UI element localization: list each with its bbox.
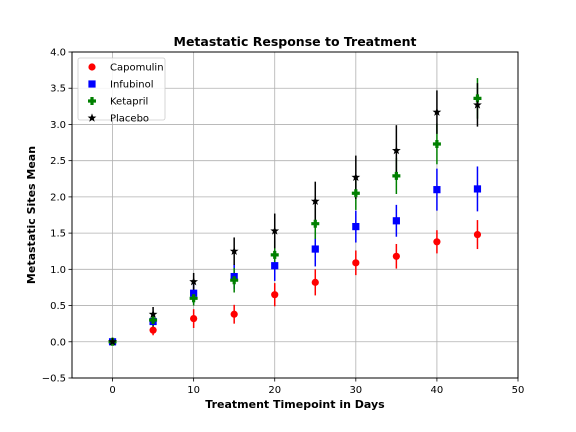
- capomulin-point: [149, 326, 157, 334]
- capomulin-point: [271, 291, 279, 299]
- infubinol-point: [433, 186, 441, 194]
- placebo-point: [148, 309, 158, 318]
- capomulin-point: [473, 230, 482, 239]
- y-tick-label: 1.5: [50, 229, 66, 240]
- y-tick-label: 3.0: [50, 120, 66, 131]
- grid: [72, 51, 519, 379]
- ketapril-point: [189, 294, 198, 303]
- x-tick-label: 30: [349, 385, 362, 396]
- placebo-point: [189, 277, 199, 286]
- x-tick-label: 10: [187, 385, 200, 396]
- ketapril-point: [392, 171, 401, 180]
- placebo-point: [473, 100, 482, 109]
- plot-frame: [71, 51, 519, 379]
- capomulin-point: [190, 314, 198, 323]
- legend-label-placebo: Placebo: [110, 114, 149, 125]
- infubinol-point: [352, 222, 360, 231]
- y-tick-label: 4.0: [50, 48, 66, 59]
- capomulin-point: [433, 238, 441, 246]
- ketapril-point: [351, 189, 360, 198]
- axis-ticks: 0 10 20 30 40 50 −0.5 0.0 0.5 1.0 1.5 2.0 2.5 3.0 3.5 4…: [42, 48, 525, 397]
- legend-label-infubinol: Infubinol: [110, 80, 154, 91]
- placebo-point: [229, 246, 239, 255]
- legend-label-ketapril: Ketapril: [110, 97, 148, 108]
- y-tick-label: 0.5: [50, 301, 66, 312]
- legend: Capomulin Infubinol Ketapril Placebo: [77, 57, 166, 125]
- y-tick-label: 3.5: [50, 84, 66, 95]
- chart-title: Metastatic Response to Treatment: [174, 34, 417, 49]
- x-tick-label: 20: [268, 385, 281, 396]
- x-tick-label: 40: [431, 385, 444, 396]
- infubinol-point: [473, 185, 482, 193]
- ketapril-point: [270, 250, 279, 259]
- x-axis-label: Treatment Timepoint in Days: [205, 398, 385, 411]
- infubinol-point: [311, 245, 319, 253]
- y-axis-label: Metastatic Sites Mean: [25, 146, 38, 284]
- y-tick-label: −0.5: [42, 374, 66, 385]
- legend-marker-capomulin: [88, 63, 96, 71]
- infubinol-point: [271, 262, 279, 270]
- y-tick-label: 2.0: [50, 192, 66, 203]
- data-markers: [108, 94, 482, 346]
- ketapril-point: [149, 316, 158, 325]
- placebo-point: [351, 172, 361, 182]
- y-tick-label: 2.5: [50, 156, 66, 167]
- infubinol-point: [190, 289, 198, 297]
- legend-marker-infubinol: [88, 80, 96, 88]
- capomulin-point: [230, 310, 238, 318]
- capomulin-point: [392, 252, 400, 260]
- ketapril-point: [473, 94, 482, 103]
- legend-box: [77, 57, 166, 121]
- y-tick-label: 0.0: [50, 337, 66, 348]
- placebo-point: [432, 107, 442, 116]
- placebo-point: [391, 145, 401, 155]
- x-tick-label: 0: [109, 385, 115, 396]
- x-tick-label: 50: [512, 385, 525, 396]
- capomulin-point: [311, 278, 319, 286]
- placebo-point: [310, 196, 320, 205]
- y-tick-label: 1.0: [50, 265, 66, 276]
- legend-marker-placebo: [87, 113, 97, 122]
- placebo-point: [108, 337, 117, 346]
- legend-marker-ketapril: [88, 97, 96, 105]
- capomulin-point: [352, 259, 360, 267]
- placebo-point: [270, 226, 280, 235]
- ketapril-point: [432, 140, 441, 149]
- ketapril-point: [311, 219, 320, 228]
- ketapril-point: [230, 276, 239, 285]
- infubinol-point: [392, 217, 400, 225]
- legend-label-capomulin: Capomulin: [110, 63, 164, 74]
